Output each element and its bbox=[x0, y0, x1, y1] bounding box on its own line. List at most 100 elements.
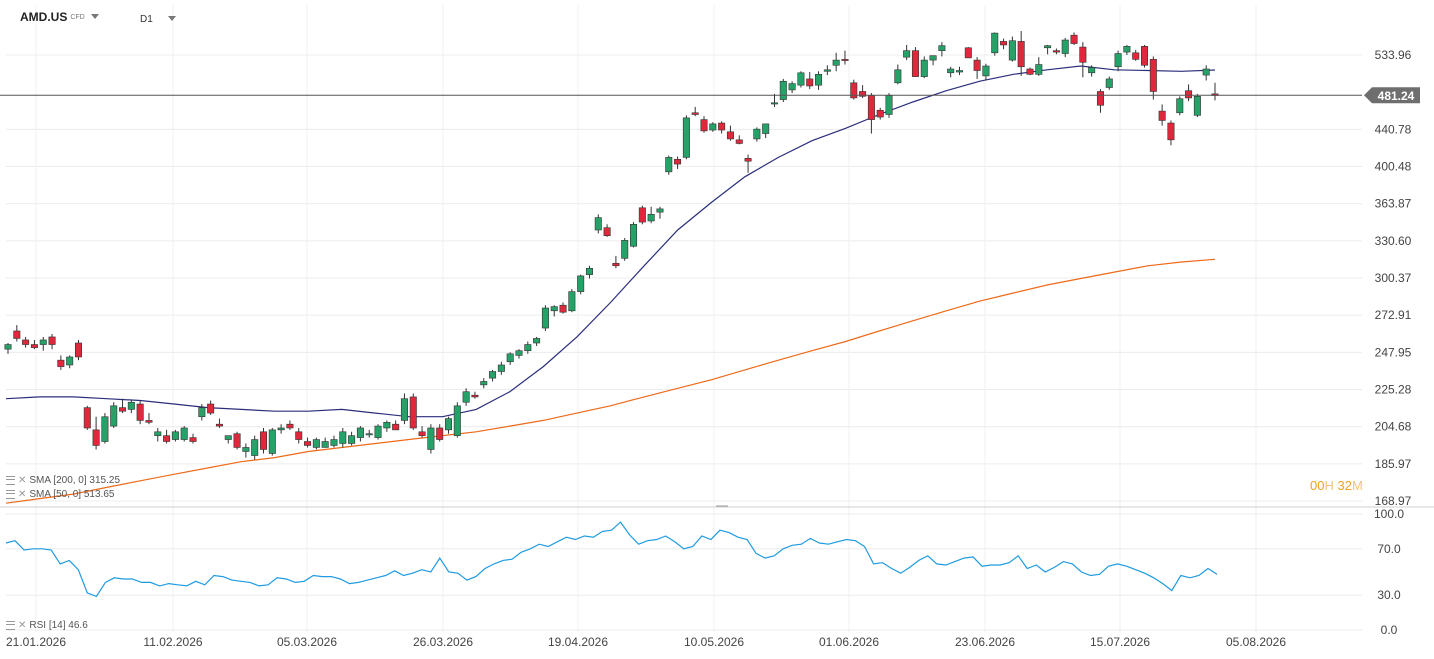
candle bbox=[1141, 44, 1149, 68]
candle-body bbox=[436, 427, 444, 440]
timer-hours-unit: H bbox=[1324, 478, 1334, 493]
candle-body bbox=[48, 336, 56, 345]
candle-body bbox=[400, 398, 408, 421]
candle-body bbox=[1044, 45, 1052, 49]
candle bbox=[110, 402, 118, 428]
timeframe-chevron-down-icon[interactable] bbox=[168, 16, 176, 21]
settings-icon[interactable] bbox=[6, 621, 15, 630]
candle bbox=[956, 66, 964, 76]
price-tick-label: 185.97 bbox=[1375, 457, 1412, 471]
candle bbox=[1167, 120, 1175, 146]
rsi-legend-label: RSI [14] 46.6 bbox=[29, 620, 88, 631]
candle bbox=[735, 135, 743, 145]
candle bbox=[1193, 93, 1201, 118]
timeframe-label[interactable]: D1 bbox=[140, 14, 153, 25]
sma200-legend[interactable]: ✕ SMA [200, 0] 315.25 bbox=[6, 475, 120, 486]
candle bbox=[1176, 96, 1184, 116]
candle bbox=[1061, 37, 1069, 58]
candle bbox=[568, 288, 576, 313]
candle bbox=[1211, 82, 1219, 101]
candle-body bbox=[295, 431, 303, 440]
candle-body bbox=[145, 420, 153, 423]
candle-body bbox=[427, 427, 435, 450]
candle bbox=[400, 393, 408, 425]
candle bbox=[251, 435, 259, 460]
close-icon[interactable]: ✕ bbox=[18, 475, 27, 486]
candle bbox=[163, 429, 171, 444]
candle-body bbox=[321, 441, 329, 448]
candle bbox=[356, 426, 364, 442]
settings-icon[interactable] bbox=[6, 476, 15, 485]
candles[interactable] bbox=[4, 31, 1219, 460]
candle bbox=[304, 437, 312, 448]
candle-body bbox=[215, 423, 223, 427]
candle-body bbox=[885, 95, 893, 115]
candle bbox=[867, 93, 875, 134]
candle-body bbox=[612, 262, 620, 267]
symbol-selector[interactable]: AMD.US CFD bbox=[20, 10, 85, 24]
candle bbox=[656, 206, 664, 219]
candle-body bbox=[762, 123, 770, 134]
candle bbox=[101, 413, 109, 444]
candle bbox=[171, 429, 179, 442]
candle-body bbox=[1008, 40, 1016, 61]
close-icon[interactable]: ✕ bbox=[18, 620, 27, 631]
candle bbox=[286, 420, 294, 430]
candle-body bbox=[251, 439, 259, 456]
candle-body bbox=[57, 359, 65, 367]
candle bbox=[383, 420, 391, 432]
symbol-chevron-down-icon[interactable] bbox=[91, 14, 99, 19]
candle-body bbox=[365, 433, 373, 436]
date-tick-label: 23.06.2026 bbox=[955, 635, 1015, 649]
candle bbox=[911, 47, 919, 77]
candle-body bbox=[268, 429, 276, 454]
candle-body bbox=[356, 427, 364, 438]
candle bbox=[462, 388, 470, 406]
candle-body bbox=[515, 350, 523, 356]
candle-body bbox=[66, 356, 74, 366]
candle bbox=[1132, 49, 1140, 61]
sma50-legend[interactable]: ✕ SMA [50, 0] 513.65 bbox=[6, 489, 114, 500]
candle bbox=[903, 44, 911, 61]
candle bbox=[885, 93, 893, 118]
price-tick-label: 247.95 bbox=[1375, 345, 1412, 359]
candle bbox=[762, 123, 770, 139]
date-tick-label: 15.07.2026 bbox=[1090, 635, 1150, 649]
candle-body bbox=[621, 240, 629, 259]
candle bbox=[339, 427, 347, 448]
candle-body bbox=[735, 139, 743, 144]
candle bbox=[691, 106, 699, 117]
price-tick-label: 272.91 bbox=[1375, 308, 1412, 322]
candle bbox=[621, 238, 629, 261]
candle bbox=[594, 214, 602, 234]
candle bbox=[409, 393, 417, 430]
candle-body bbox=[1149, 59, 1157, 92]
candle bbox=[427, 424, 435, 454]
candle bbox=[674, 156, 682, 169]
candle bbox=[506, 352, 514, 365]
candle bbox=[48, 333, 56, 350]
date-tick-label: 19.04.2026 bbox=[548, 635, 608, 649]
candle-body bbox=[1088, 67, 1096, 74]
timer-minutes-unit: M bbox=[1351, 478, 1363, 493]
candle bbox=[436, 424, 444, 442]
candle-body bbox=[4, 344, 12, 350]
candle bbox=[207, 400, 215, 415]
rsi-legend[interactable]: ✕ RSI [14] 46.6 bbox=[6, 620, 88, 631]
candle bbox=[647, 206, 655, 224]
candle bbox=[709, 122, 717, 132]
candle bbox=[638, 205, 646, 225]
candle bbox=[665, 155, 673, 175]
candle bbox=[22, 336, 30, 348]
candle-body bbox=[850, 82, 858, 99]
close-icon[interactable]: ✕ bbox=[18, 489, 27, 500]
candle-body bbox=[224, 435, 232, 440]
candle-body bbox=[1176, 98, 1184, 114]
candle-body bbox=[726, 131, 734, 140]
candle-body bbox=[691, 112, 699, 115]
candle-body bbox=[207, 403, 215, 414]
candle-body bbox=[779, 80, 787, 100]
settings-icon[interactable] bbox=[6, 490, 15, 499]
timer-minutes: 32 bbox=[1337, 478, 1352, 493]
